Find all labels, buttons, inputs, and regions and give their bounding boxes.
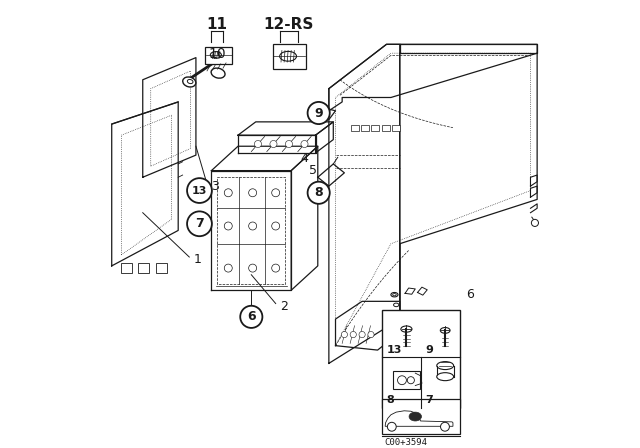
Bar bbox=[205, 47, 232, 64]
Circle shape bbox=[397, 376, 406, 385]
Circle shape bbox=[285, 141, 292, 147]
Circle shape bbox=[249, 222, 257, 230]
Circle shape bbox=[270, 141, 277, 147]
Ellipse shape bbox=[401, 326, 412, 332]
Text: 8: 8 bbox=[314, 186, 323, 199]
Text: 6: 6 bbox=[466, 288, 474, 301]
Ellipse shape bbox=[394, 303, 399, 306]
Text: 10: 10 bbox=[209, 47, 226, 61]
Circle shape bbox=[308, 182, 330, 204]
Bar bbox=[371, 125, 380, 131]
Circle shape bbox=[224, 189, 232, 197]
Circle shape bbox=[240, 306, 262, 328]
Circle shape bbox=[387, 422, 396, 431]
Text: 5: 5 bbox=[309, 164, 317, 177]
Circle shape bbox=[187, 178, 212, 203]
Bar bbox=[382, 399, 460, 434]
Circle shape bbox=[255, 141, 262, 147]
Bar bbox=[120, 263, 132, 272]
Ellipse shape bbox=[183, 77, 196, 87]
Circle shape bbox=[272, 189, 280, 197]
Text: 1: 1 bbox=[194, 253, 202, 266]
Ellipse shape bbox=[211, 68, 225, 78]
Circle shape bbox=[187, 211, 212, 236]
Ellipse shape bbox=[188, 79, 193, 84]
Circle shape bbox=[368, 332, 374, 338]
Ellipse shape bbox=[436, 373, 454, 381]
Bar bbox=[156, 263, 167, 272]
Circle shape bbox=[440, 422, 449, 431]
Text: 9: 9 bbox=[314, 107, 323, 120]
Text: 13: 13 bbox=[387, 345, 402, 355]
Text: 11: 11 bbox=[207, 17, 228, 32]
Circle shape bbox=[407, 377, 414, 384]
Text: 12-RS: 12-RS bbox=[264, 17, 314, 32]
Ellipse shape bbox=[211, 52, 221, 58]
Text: 6: 6 bbox=[247, 310, 255, 323]
Bar bbox=[361, 125, 369, 131]
Text: 13: 13 bbox=[192, 185, 207, 195]
Text: 8: 8 bbox=[387, 396, 394, 405]
Ellipse shape bbox=[436, 362, 454, 370]
Text: 3: 3 bbox=[211, 180, 220, 193]
Text: 7: 7 bbox=[425, 396, 433, 405]
Ellipse shape bbox=[391, 293, 398, 297]
Polygon shape bbox=[385, 411, 453, 426]
Bar bbox=[351, 125, 359, 131]
Circle shape bbox=[350, 332, 356, 338]
Circle shape bbox=[249, 264, 257, 272]
Ellipse shape bbox=[440, 327, 450, 333]
Ellipse shape bbox=[409, 412, 422, 421]
Circle shape bbox=[272, 264, 280, 272]
Circle shape bbox=[308, 102, 330, 124]
Bar bbox=[273, 44, 306, 69]
Circle shape bbox=[249, 189, 257, 197]
Ellipse shape bbox=[280, 52, 296, 61]
Bar bbox=[392, 125, 400, 131]
Bar bbox=[382, 310, 460, 408]
Circle shape bbox=[301, 141, 308, 147]
Bar bbox=[138, 263, 149, 272]
Bar bbox=[393, 371, 420, 389]
Bar bbox=[381, 125, 390, 131]
Text: 2: 2 bbox=[280, 300, 288, 313]
Text: C00+3594: C00+3594 bbox=[384, 438, 428, 447]
Text: 4: 4 bbox=[300, 152, 308, 165]
Circle shape bbox=[224, 264, 232, 272]
Circle shape bbox=[531, 220, 538, 226]
Text: 9: 9 bbox=[425, 345, 433, 355]
Circle shape bbox=[272, 222, 280, 230]
Text: 7: 7 bbox=[195, 217, 204, 230]
Ellipse shape bbox=[319, 110, 330, 116]
Circle shape bbox=[341, 332, 348, 338]
Ellipse shape bbox=[393, 293, 396, 296]
Circle shape bbox=[359, 332, 365, 338]
Circle shape bbox=[224, 222, 232, 230]
